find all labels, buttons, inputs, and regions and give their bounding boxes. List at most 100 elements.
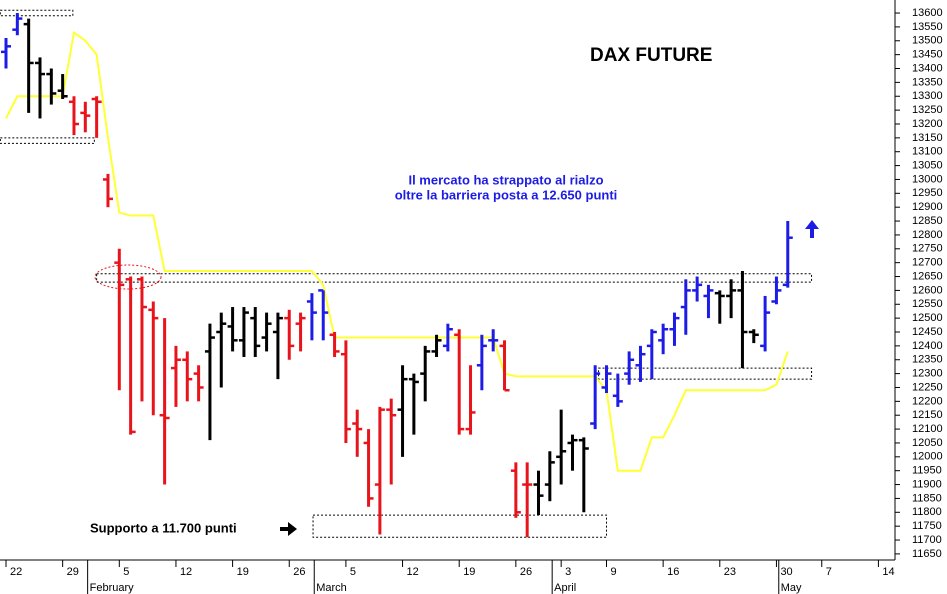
ohlc-bar: [714, 290, 725, 324]
ohlc-bar: [488, 329, 499, 352]
ohlc-bar: [261, 312, 272, 352]
y-tick-label: 12450: [912, 326, 943, 338]
x-tick-label: 7: [826, 566, 832, 578]
y-tick-label: 12100: [912, 423, 943, 435]
ohlc-bar: [737, 270, 748, 369]
x-tick-label: 26: [520, 566, 532, 578]
ohlc-bar: [1, 37, 11, 69]
y-tick-label: 11700: [912, 534, 942, 546]
x-tick-label: 9: [610, 566, 616, 578]
ohlc-bar: [295, 312, 306, 352]
ohlc-bar: [125, 276, 136, 435]
y-tick-label: 13050: [912, 159, 943, 171]
ohlc-bar: [612, 373, 623, 407]
x-tick-label: 23: [724, 566, 736, 578]
y-tick-label: 12300: [912, 368, 943, 380]
ohlc-bar: [306, 293, 317, 341]
ohlc-bar: [23, 18, 34, 113]
ohlc-bar: [782, 221, 793, 288]
ohlc-bar: [590, 365, 601, 430]
ohlc-bar: [692, 276, 703, 302]
ohlc-bar: [80, 101, 91, 133]
ohlc-bar: [454, 329, 465, 435]
ohlc-bar: [522, 462, 533, 538]
y-tick-label: 13400: [912, 62, 943, 74]
zone: [96, 273, 813, 283]
arrow: [280, 522, 297, 536]
y-tick-label: 12600: [912, 284, 943, 296]
ohlc-bar: [250, 307, 261, 357]
ohlc-bar: [635, 345, 646, 382]
y-tick-label: 13250: [912, 104, 943, 116]
ohlc-bar: [420, 345, 431, 402]
ohlc-bar: [578, 437, 589, 513]
ohlc-bar: [431, 334, 442, 357]
ohlc-bar: [57, 74, 68, 100]
y-tick-label: 12500: [912, 312, 943, 324]
y-tick-label: 11900: [912, 478, 942, 490]
ohlc-bar: [216, 312, 227, 388]
y-tick-label: 12750: [912, 243, 943, 255]
y-tick-label: 13500: [912, 35, 943, 47]
y-tick-label: 12150: [912, 409, 943, 421]
ohlc-bar: [771, 276, 782, 305]
ohlc-bar: [12, 13, 23, 36]
indicator-line: [5, 30, 789, 472]
y-tick-label: 12250: [912, 381, 943, 393]
y-tick-label: 11850: [912, 492, 942, 504]
ohlc-bar: [703, 284, 714, 319]
ohlc-bar: [567, 434, 578, 471]
y-tick-label: 13600: [912, 7, 943, 19]
ohlc-bar: [284, 309, 295, 360]
y-tick-label: 12800: [912, 229, 943, 241]
ohlc-bar: [193, 365, 204, 402]
y-tick-label: 13150: [912, 132, 943, 144]
y-tick-label: 11800: [912, 506, 942, 518]
x-tick-label: 29: [67, 566, 79, 578]
ohlc-bar: [726, 279, 737, 319]
ohlc-bar: [329, 332, 340, 357]
ohlc-bar: [352, 409, 363, 457]
y-tick-label: 12550: [912, 298, 943, 310]
y-tick-label: 11650: [912, 548, 942, 560]
zone: [312, 514, 607, 538]
x-tick-label: 26: [293, 566, 305, 578]
x-tick-label: 12: [407, 566, 419, 578]
ohlc-bar: [159, 318, 170, 485]
y-tick-label: 13300: [912, 90, 943, 102]
y-tick-label: 12000: [912, 451, 943, 463]
ohlc-bar: [510, 462, 521, 518]
y-tick-label: 11950: [912, 465, 942, 477]
ohlc-bar: [340, 340, 351, 443]
x-tick-label: 3: [565, 566, 571, 578]
y-tick-label: 13450: [912, 49, 943, 61]
y-tick-label: 12850: [912, 215, 943, 227]
zone: [0, 137, 95, 144]
chart-title: DAX FUTURE: [590, 45, 712, 66]
y-tick-label: 12650: [912, 270, 943, 282]
x-tick-label: 19: [463, 566, 475, 578]
ohlc-bar: [465, 365, 476, 435]
x-tick-label: 16: [667, 566, 679, 578]
ohlc-bar: [363, 429, 374, 507]
arrow: [805, 220, 819, 238]
ohlc-bar: [760, 295, 771, 352]
ohlc-bar: [272, 312, 283, 380]
annotation: oltre la barriera posta a 12.650 punti: [395, 187, 618, 202]
y-tick-label: 12700: [912, 257, 943, 269]
ohlc-bar: [136, 276, 147, 402]
y-tick-label: 12400: [912, 340, 943, 352]
x-tick-label: 30: [780, 566, 792, 578]
x-tick-label: 22: [10, 566, 22, 578]
x-tick-label: 5: [123, 566, 129, 578]
highlight-ellipse: [94, 264, 162, 290]
ohlc-bar: [182, 351, 193, 402]
month-label: February: [90, 582, 135, 594]
ohlc-bar: [669, 312, 680, 346]
x-tick-label: 5: [350, 566, 356, 578]
ohlc-bar: [658, 323, 669, 355]
ohlc-bar: [646, 329, 657, 380]
ohlc-bar: [533, 470, 544, 516]
x-tick-label: 12: [180, 566, 192, 578]
month-label: April: [554, 582, 576, 594]
